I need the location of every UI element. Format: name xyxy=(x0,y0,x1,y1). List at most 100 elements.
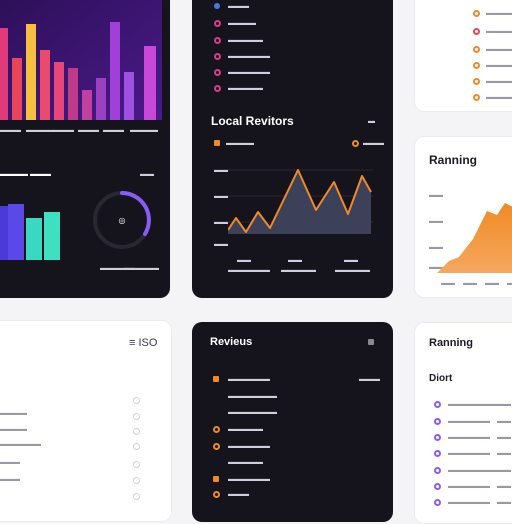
bar xyxy=(96,78,106,120)
bar xyxy=(124,72,134,120)
x-tick: ▬▬ xyxy=(237,257,251,264)
local-reviews-title: Local Revitors xyxy=(211,114,294,128)
bar-chart-card: ▬▬▬ ▬▬▬▬ ▬▬▬ ▬▬▬ ▬▬▬ ▬▬▬▬ ▬▬▬▬ ▬▬▬ ▬▬ ◎ … xyxy=(0,0,170,298)
settings-row-label: ▬▬▬▬ xyxy=(0,426,27,433)
bullet-icon xyxy=(213,426,220,433)
x-tick: ▬▬ xyxy=(441,280,455,287)
bar xyxy=(54,62,64,120)
top-right-list-card: ▬▬▬▬▬▬▬▬ ▬▬▬▬▬▬▬▬ ▬▬▬▬▬▬▬ ▬▬▬▬▬▬▬▬ ▬▬▬▬▬… xyxy=(414,0,512,112)
list-item[interactable]: ▬▬▬▬▬▬▬▬ xyxy=(486,62,512,69)
bar xyxy=(0,28,8,120)
target-icon xyxy=(214,85,221,92)
area-line-chart xyxy=(228,169,373,234)
ranking-bullet-icon xyxy=(434,434,441,441)
bar xyxy=(26,218,42,260)
y-tick: ▬▬ xyxy=(214,193,228,200)
bar xyxy=(44,212,60,260)
square-icon xyxy=(368,339,374,345)
review-item[interactable]: ▬▬▬▬▬▬ xyxy=(228,443,270,450)
radio-icon[interactable] xyxy=(133,493,140,500)
area-fill xyxy=(437,203,512,273)
ranking-value: ▬▬ xyxy=(497,483,511,490)
target-icon xyxy=(473,10,480,17)
list-item[interactable]: ▬▬▬▬▬▬▬ xyxy=(486,94,512,101)
target-icon xyxy=(473,46,480,53)
list-item[interactable]: ▬▬▬▬▬▬▬▬ xyxy=(486,78,512,85)
legend-label: ▬▬▬ xyxy=(363,140,384,147)
bullet-icon xyxy=(213,376,219,382)
menu-item[interactable]: ▬▬▬ xyxy=(228,3,249,10)
menu-item[interactable]: ▬▬▬▬▬▬ xyxy=(228,69,270,76)
target-icon xyxy=(214,37,221,44)
mini-bar-chart xyxy=(0,204,60,260)
ranking-chart-card: Ranning ▬▬ ▬▬ ▬▬ ▬▬ ▬▬ ▬▬ ▬▬ ▬▬ xyxy=(414,136,512,298)
review-item[interactable]: ▬▬▬ xyxy=(228,491,249,498)
bar xyxy=(82,90,92,120)
section-action[interactable]: ▬▬ xyxy=(140,171,154,178)
target-icon xyxy=(214,20,221,27)
bullet-icon xyxy=(213,491,220,498)
target-icon xyxy=(473,78,480,85)
review-item[interactable]: ▬▬▬▬▬▬▬ xyxy=(228,409,277,416)
review-item[interactable]: ▬▬▬▬▬▬ xyxy=(228,376,270,383)
settings-list-card: ≡ ISO ▬▬▬▬ ▬▬▬▬ ▬▬▬▬▬▬ ▬▬▬ ▬▬▬ xyxy=(0,320,172,522)
radio-icon[interactable] xyxy=(133,461,140,468)
radio-icon[interactable] xyxy=(133,477,140,484)
bar xyxy=(68,68,78,120)
radio-icon[interactable] xyxy=(133,397,140,404)
ranking-value: ▬▬ xyxy=(497,450,511,457)
local-reviews-badge[interactable]: ▬ xyxy=(368,118,375,125)
ranking-item[interactable]: ▬▬▬▬▬▬ xyxy=(448,450,490,457)
x-tick: ▬▬ xyxy=(288,257,302,264)
x-sublabel: ▬▬▬▬▬ xyxy=(281,267,316,274)
ranking-value: ▬▬ xyxy=(497,499,511,506)
ranking-value: ▬▬ xyxy=(497,434,511,441)
settings-row-label: ▬▬▬ xyxy=(0,459,20,466)
review-item[interactable]: ▬▬▬▬▬▬ xyxy=(228,476,270,483)
menu-item[interactable]: ▬▬▬▬▬ xyxy=(228,85,263,92)
bar xyxy=(110,22,120,120)
legend-swatch-icon xyxy=(352,140,359,147)
ranking-item[interactable]: ▬▬▬▬▬▬▬ xyxy=(448,401,497,408)
local-reviews-card: ▬▬▬ ▬▬▬▬ ▬▬▬▬▬ ▬▬▬▬▬▬ ▬▬▬▬▬▬ ▬▬▬▬▬ Local… xyxy=(192,0,393,298)
radio-icon[interactable] xyxy=(133,443,140,450)
review-item[interactable]: ▬▬▬▬▬ xyxy=(228,459,263,466)
ranking-bullet-icon xyxy=(434,401,441,408)
list-item[interactable]: ▬▬▬▬▬▬▬▬ xyxy=(486,10,512,17)
ranking-bottom-title: Ranning xyxy=(429,337,473,349)
target-icon xyxy=(214,69,221,76)
settings-row-label: ▬▬▬▬ xyxy=(0,410,27,417)
ranking-bullet-icon xyxy=(434,450,441,457)
month-label: ▬▬▬▬ xyxy=(130,127,158,134)
ranking-item[interactable]: ▬▬▬▬▬▬ xyxy=(448,499,490,506)
menu-item[interactable]: ▬▬▬▬▬ xyxy=(228,37,263,44)
list-item[interactable]: ▬▬▬▬▬▬▬▬ xyxy=(486,28,512,35)
x-tick: ▬▬ xyxy=(507,279,512,288)
radio-icon[interactable] xyxy=(133,413,140,420)
x-sublabel: ▬▬▬▬▬ xyxy=(335,267,370,274)
review-item[interactable]: ▬▬▬▬▬▬▬ xyxy=(228,393,277,400)
chart-icon xyxy=(214,3,220,9)
y-tick: ▬▬ xyxy=(214,241,228,248)
ranking-item[interactable]: ▬▬▬▬▬▬ xyxy=(448,418,490,425)
ranking-value: ▬▬ xyxy=(497,467,511,474)
x-tick: ▬▬ xyxy=(344,257,358,264)
ranking-bullet-icon xyxy=(434,499,441,506)
settings-header[interactable]: ≡ ISO xyxy=(129,337,158,349)
bar xyxy=(40,50,50,120)
ranking-item[interactable]: ▬▬▬▬▬▬▬ xyxy=(448,467,497,474)
settings-row-label: ▬▬▬▬▬▬ xyxy=(0,441,41,448)
list-item[interactable]: ▬▬▬▬▬▬▬ xyxy=(486,46,512,53)
month-label: ▬▬▬ xyxy=(0,127,21,134)
menu-item[interactable]: ▬▬▬▬▬▬ xyxy=(228,53,270,60)
ranking-bullet-icon xyxy=(434,483,441,490)
bar xyxy=(12,58,22,120)
review-item[interactable]: ▬▬▬▬▬ xyxy=(228,426,263,433)
menu-item[interactable]: ▬▬▬▬ xyxy=(228,20,256,27)
radio-icon[interactable] xyxy=(133,428,140,435)
ranking-value: ▬▬ xyxy=(497,401,511,408)
ranking-item[interactable]: ▬▬▬▬▬▬ xyxy=(448,483,490,490)
gauge-legend: ▬▬▬▬▬ xyxy=(100,265,135,272)
ranking-item[interactable]: ▬▬▬▬▬▬ xyxy=(448,434,490,441)
gauge-legend: ▬▬▬▬▬ xyxy=(124,265,159,272)
